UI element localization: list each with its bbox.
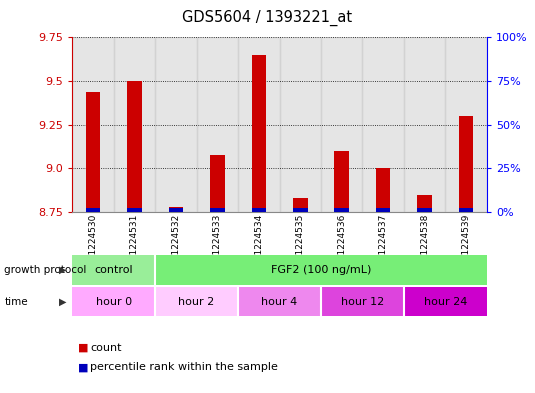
Bar — [293, 198, 308, 212]
Bar — [321, 37, 363, 212]
Bar — [417, 195, 432, 212]
Bar — [446, 37, 487, 212]
Bar — [127, 81, 142, 212]
Bar — [459, 208, 473, 212]
Bar — [86, 208, 100, 212]
FancyBboxPatch shape — [72, 255, 155, 285]
Text: time: time — [4, 297, 28, 307]
Bar — [404, 37, 446, 212]
Text: count: count — [90, 343, 121, 353]
Bar — [417, 208, 432, 212]
Text: hour 4: hour 4 — [262, 297, 297, 307]
Bar — [251, 55, 266, 212]
Text: GDS5604 / 1393221_at: GDS5604 / 1393221_at — [182, 10, 353, 26]
Bar — [86, 92, 100, 212]
FancyBboxPatch shape — [404, 287, 487, 316]
Bar — [376, 208, 391, 212]
Bar — [293, 208, 308, 212]
Bar — [114, 37, 155, 212]
Bar — [376, 169, 391, 212]
Bar — [280, 37, 321, 212]
Text: ▶: ▶ — [59, 265, 67, 275]
FancyBboxPatch shape — [321, 287, 404, 316]
Text: ■: ■ — [78, 362, 88, 373]
Bar — [72, 37, 114, 212]
Bar — [169, 207, 183, 212]
Bar — [238, 37, 280, 212]
FancyBboxPatch shape — [238, 287, 321, 316]
Bar — [210, 154, 225, 212]
Bar — [127, 208, 142, 212]
Bar — [210, 208, 225, 212]
Text: percentile rank within the sample: percentile rank within the sample — [90, 362, 278, 373]
Text: hour 0: hour 0 — [96, 297, 132, 307]
Bar — [363, 37, 404, 212]
Text: control: control — [94, 265, 133, 275]
Bar — [334, 208, 349, 212]
Text: ▶: ▶ — [59, 297, 67, 307]
Bar — [334, 151, 349, 212]
Bar — [169, 208, 183, 212]
Text: growth protocol: growth protocol — [4, 265, 87, 275]
Bar — [251, 208, 266, 212]
Text: hour 12: hour 12 — [341, 297, 384, 307]
Bar — [155, 37, 197, 212]
Text: hour 2: hour 2 — [179, 297, 215, 307]
FancyBboxPatch shape — [72, 287, 155, 316]
Bar — [459, 116, 473, 212]
Bar — [197, 37, 238, 212]
Text: ■: ■ — [78, 343, 88, 353]
FancyBboxPatch shape — [155, 255, 487, 285]
Text: FGF2 (100 ng/mL): FGF2 (100 ng/mL) — [271, 265, 371, 275]
Text: hour 24: hour 24 — [424, 297, 467, 307]
FancyBboxPatch shape — [155, 287, 238, 316]
